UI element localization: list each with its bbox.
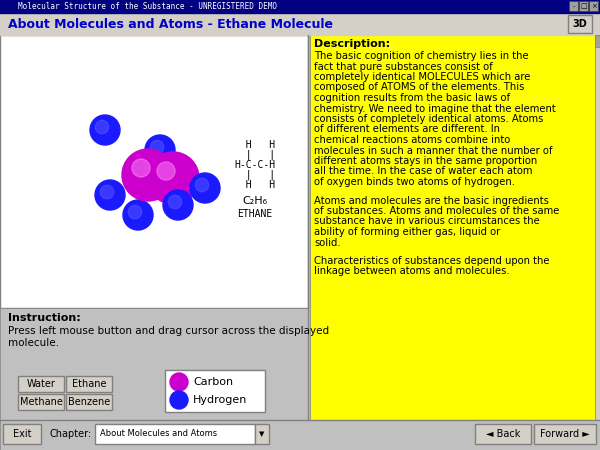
Text: solid.: solid. xyxy=(314,238,341,248)
Text: Methane: Methane xyxy=(20,397,62,407)
Bar xyxy=(310,35,600,420)
Bar xyxy=(534,424,596,444)
Circle shape xyxy=(100,185,114,199)
Text: ×: × xyxy=(590,3,596,9)
Text: Hydrogen: Hydrogen xyxy=(193,395,247,405)
Text: ETHANE: ETHANE xyxy=(238,209,272,219)
Text: of substances. Atoms and molecules of the same: of substances. Atoms and molecules of th… xyxy=(314,206,559,216)
Bar xyxy=(568,15,592,33)
Circle shape xyxy=(168,195,182,209)
Circle shape xyxy=(95,120,109,134)
Text: ▼: ▼ xyxy=(259,431,265,437)
Text: The basic cognition of chemistry lies in the: The basic cognition of chemistry lies in… xyxy=(314,51,529,61)
Bar xyxy=(595,35,600,420)
Text: composed of ATOMS of the elements. This: composed of ATOMS of the elements. This xyxy=(314,82,524,93)
Text: Exit: Exit xyxy=(13,429,31,439)
Text: Atoms and molecules are the basic ingredients: Atoms and molecules are the basic ingred… xyxy=(314,195,549,206)
Bar xyxy=(66,394,112,410)
Bar xyxy=(579,1,588,11)
Text: Chapter:: Chapter: xyxy=(50,429,92,439)
Text: molecules in such a manner that the number of: molecules in such a manner that the numb… xyxy=(314,145,553,156)
Text: substance have in various circumstances the: substance have in various circumstances … xyxy=(314,216,540,226)
Text: Instruction:: Instruction: xyxy=(8,313,81,323)
Bar xyxy=(18,394,64,410)
Text: cognition results from the basic laws of: cognition results from the basic laws of xyxy=(314,93,510,103)
Text: Characteristics of substances depend upon the: Characteristics of substances depend upo… xyxy=(314,256,550,266)
Text: H   H: H H xyxy=(235,140,275,150)
Text: Ethane: Ethane xyxy=(72,379,106,389)
Text: linkage between atoms and molecules.: linkage between atoms and molecules. xyxy=(314,266,509,276)
Bar xyxy=(475,424,531,444)
Bar xyxy=(18,376,64,392)
Circle shape xyxy=(157,162,175,180)
Bar xyxy=(0,35,308,308)
Circle shape xyxy=(170,373,188,391)
Text: fact that pure substances consist of: fact that pure substances consist of xyxy=(314,62,493,72)
Text: Description:: Description: xyxy=(314,39,390,49)
Circle shape xyxy=(95,180,125,210)
Circle shape xyxy=(145,135,175,165)
Circle shape xyxy=(170,391,188,409)
Text: C₂H₆: C₂H₆ xyxy=(242,196,268,206)
Text: 3D: 3D xyxy=(572,19,587,29)
Text: of oxygen binds two atoms of hydrogen.: of oxygen binds two atoms of hydrogen. xyxy=(314,177,515,187)
Circle shape xyxy=(195,178,209,192)
Text: Carbon: Carbon xyxy=(193,377,233,387)
Bar xyxy=(3,424,41,444)
Text: Press left mouse button and drag cursor across the displayed
molecule.: Press left mouse button and drag cursor … xyxy=(8,326,329,347)
Bar xyxy=(165,370,265,412)
Text: About Molecules and Atoms - Ethane Molecule: About Molecules and Atoms - Ethane Molec… xyxy=(8,18,333,31)
Text: of different elements are different. In: of different elements are different. In xyxy=(314,125,500,135)
Text: -: - xyxy=(572,3,575,9)
Bar xyxy=(66,376,112,392)
Text: chemistry. We need to imagine that the element: chemistry. We need to imagine that the e… xyxy=(314,104,556,113)
Bar xyxy=(569,1,578,11)
Circle shape xyxy=(122,149,174,201)
Text: chemical reactions atoms combine into: chemical reactions atoms combine into xyxy=(314,135,510,145)
Text: all the time. In the case of water each atom: all the time. In the case of water each … xyxy=(314,166,533,176)
Bar xyxy=(255,424,269,444)
Text: completely identical MOLECULES which are: completely identical MOLECULES which are xyxy=(314,72,530,82)
Bar xyxy=(595,35,600,47)
Text: ability of forming either gas, liquid or: ability of forming either gas, liquid or xyxy=(314,227,500,237)
Text: |   |: | | xyxy=(235,170,275,180)
Text: consists of completely identical atoms. Atoms: consists of completely identical atoms. … xyxy=(314,114,544,124)
Text: Molecular Structure of the Substance - UNREGISTERED DEMO: Molecular Structure of the Substance - U… xyxy=(18,2,277,11)
Text: |   |: | | xyxy=(235,150,275,161)
Circle shape xyxy=(123,200,153,230)
Bar xyxy=(0,308,308,420)
Circle shape xyxy=(150,140,164,154)
Text: different atoms stays in the same proportion: different atoms stays in the same propor… xyxy=(314,156,537,166)
Text: ◄ Back: ◄ Back xyxy=(486,429,520,439)
Text: H   H: H H xyxy=(235,180,275,190)
Text: Benzene: Benzene xyxy=(68,397,110,407)
Circle shape xyxy=(132,159,150,177)
Circle shape xyxy=(147,152,199,204)
Text: About Molecules and Atoms: About Molecules and Atoms xyxy=(100,429,217,438)
Circle shape xyxy=(128,205,142,219)
Text: Water: Water xyxy=(26,379,55,389)
Circle shape xyxy=(163,190,193,220)
Bar xyxy=(95,424,255,444)
Circle shape xyxy=(90,115,120,145)
Text: □: □ xyxy=(580,3,587,9)
Text: H-C-C-H: H-C-C-H xyxy=(235,160,275,170)
Bar xyxy=(0,420,600,450)
Bar xyxy=(589,1,598,11)
Circle shape xyxy=(190,173,220,203)
Bar xyxy=(0,13,600,35)
Bar xyxy=(0,0,600,13)
Text: Forward ►: Forward ► xyxy=(540,429,590,439)
